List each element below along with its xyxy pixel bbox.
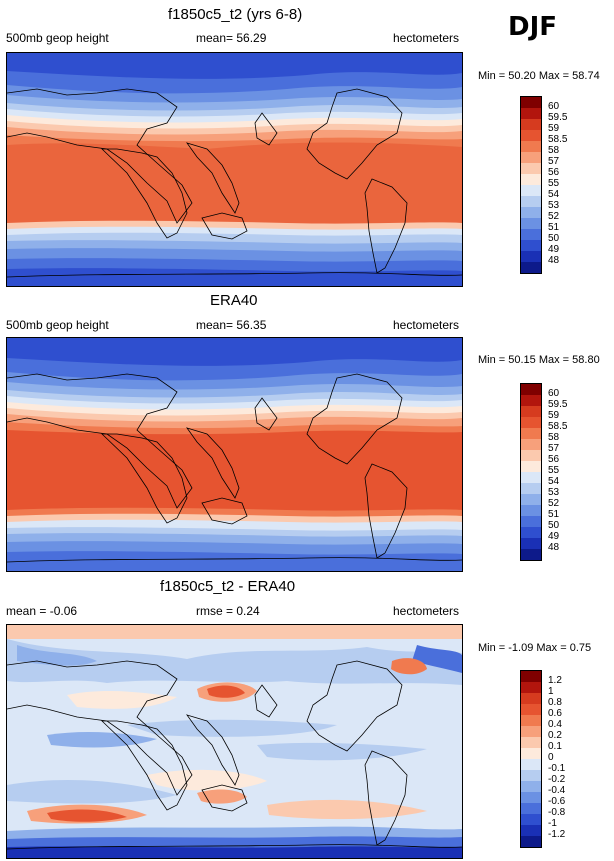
panel-3-map (6, 624, 463, 859)
panel-2-tick: 57 (548, 443, 560, 454)
panel-1-mean-label: mean= 56.29 (196, 31, 267, 45)
panel-3-tick: -0.6 (548, 796, 566, 807)
panel-3-tick: -1 (548, 818, 557, 829)
panel-1-left-label: 500mb geop height (6, 31, 109, 45)
panel-2-tick: 59 (548, 410, 560, 421)
panel-1-map (6, 52, 463, 287)
panel-1-tick: 58.5 (548, 134, 568, 145)
panel-2-map (6, 337, 463, 572)
panel-3-tick: -0.2 (548, 774, 566, 785)
panel-2-tick: 60 (548, 388, 560, 399)
panel-2-tick: 54 (548, 476, 560, 487)
panel-1-tick: 59.5 (548, 112, 568, 123)
panel-1-units-label: hectometers (393, 31, 460, 45)
panel-3-tick: 0.4 (548, 719, 562, 730)
panel-2-tick: 52 (548, 498, 560, 509)
panel-1-tick: 56 (548, 167, 560, 178)
panel-1-colorbar (520, 96, 542, 274)
panel-3-units-label: hectometers (393, 604, 460, 618)
panel-3-tick: -1.2 (548, 829, 566, 840)
panel-3-tick: 1.2 (548, 675, 562, 686)
panel-2-left-label: 500mb geop height (6, 318, 109, 332)
panel-3-tick: -0.4 (548, 785, 566, 796)
panel-3-tick: 0.1 (548, 741, 562, 752)
panel-3-title: f1850c5_t2 - ERA40 (160, 578, 296, 595)
panel-1-tick: 58 (548, 145, 560, 156)
panel-1-tick: 59 (548, 123, 560, 134)
panel-3-tick: 0.2 (548, 730, 562, 741)
season-label: DJF (508, 12, 558, 42)
panel-3-minmax: Min = -1.09 Max = 0.75 (478, 642, 592, 654)
panel-1-tick: 48 (548, 255, 560, 266)
panel-2-tick: 49 (548, 531, 560, 542)
panel-3-tick: -0.1 (548, 763, 566, 774)
panel-3-rmse-label: rmse = 0.24 (196, 604, 260, 618)
panel-3-mean-label: mean = -0.06 (6, 604, 78, 618)
panel-2-tick: 51 (548, 509, 560, 520)
panel-1-tick: 60 (548, 101, 560, 112)
panel-2-mean-label: mean= 56.35 (196, 318, 267, 332)
panel-2-minmax: Min = 50.15 Max = 58.80 (478, 354, 600, 366)
panel-2-tick: 50 (548, 520, 560, 531)
panel-2-units-label: hectometers (393, 318, 460, 332)
panel-2-tick: 53 (548, 487, 560, 498)
panel-1-tick: 53 (548, 200, 560, 211)
panel-1-title: f1850c5_t2 (yrs 6-8) (168, 6, 303, 23)
panel-3-tick: -0.8 (548, 807, 566, 818)
panel-2-tick: 56 (548, 454, 560, 465)
panel-1-tick: 55 (548, 178, 560, 189)
panel-2-title: ERA40 (210, 292, 258, 309)
panel-3-tick: 0 (548, 752, 554, 763)
panel-3-colorbar (520, 670, 542, 848)
panel-3-tick: 0.8 (548, 697, 562, 708)
panel-1-tick: 51 (548, 222, 560, 233)
panel-2-tick: 59.5 (548, 399, 568, 410)
panel-2-colorbar (520, 383, 542, 561)
panel-1-tick: 50 (548, 233, 560, 244)
panel-2-tick: 55 (548, 465, 560, 476)
panel-1-tick: 57 (548, 156, 560, 167)
panel-3-tick: 1 (548, 686, 554, 697)
panel-1-tick: 49 (548, 244, 560, 255)
panel-2-tick: 58 (548, 432, 560, 443)
panel-3-tick: 0.6 (548, 708, 562, 719)
panel-1-tick: 52 (548, 211, 560, 222)
panel-1-tick: 54 (548, 189, 560, 200)
panel-2-tick: 48 (548, 542, 560, 553)
panel-2-tick: 58.5 (548, 421, 568, 432)
panel-1-minmax: Min = 50.20 Max = 58.74 (478, 70, 600, 82)
